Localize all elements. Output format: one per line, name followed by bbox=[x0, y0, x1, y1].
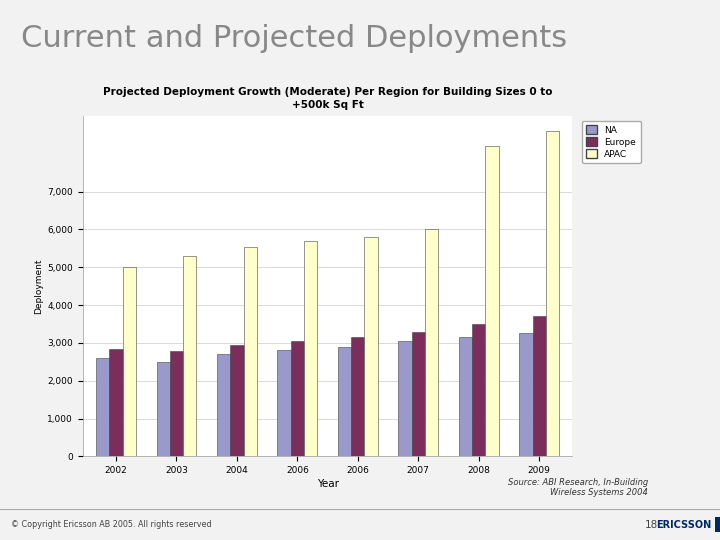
Bar bbox=[183, 256, 197, 456]
Text: Source: ABI Research, In-Building
Wireless Systems 2004: Source: ABI Research, In-Building Wirele… bbox=[508, 478, 648, 497]
Bar bbox=[338, 347, 351, 456]
Bar bbox=[243, 246, 257, 456]
Bar bbox=[472, 324, 485, 456]
Bar bbox=[459, 337, 472, 456]
Bar bbox=[304, 241, 318, 456]
Bar bbox=[217, 354, 230, 456]
Y-axis label: Deployment: Deployment bbox=[34, 259, 43, 314]
Bar bbox=[546, 131, 559, 456]
Bar bbox=[230, 345, 243, 456]
Bar bbox=[398, 341, 412, 456]
Bar bbox=[519, 333, 533, 456]
Bar bbox=[412, 332, 425, 456]
Bar bbox=[291, 341, 304, 456]
X-axis label: Year: Year bbox=[317, 479, 338, 489]
Text: ERICSSON: ERICSSON bbox=[656, 520, 711, 530]
Bar bbox=[122, 267, 136, 456]
Title: Projected Deployment Growth (Moderate) Per Region for Building Sizes 0 to
+500k : Projected Deployment Growth (Moderate) P… bbox=[103, 86, 552, 110]
Bar bbox=[156, 362, 170, 456]
Bar bbox=[715, 516, 720, 532]
Bar bbox=[425, 230, 438, 456]
Bar bbox=[109, 349, 122, 456]
Bar bbox=[170, 351, 183, 456]
Text: 18: 18 bbox=[645, 520, 658, 530]
Bar bbox=[351, 337, 364, 456]
Bar bbox=[277, 350, 291, 456]
Bar bbox=[533, 316, 546, 456]
Legend: NA, Europe, APAC: NA, Europe, APAC bbox=[582, 120, 641, 163]
Bar bbox=[364, 237, 378, 456]
Bar bbox=[96, 358, 109, 456]
Text: © Copyright Ericsson AB 2005. All rights reserved: © Copyright Ericsson AB 2005. All rights… bbox=[11, 521, 212, 529]
Text: Current and Projected Deployments: Current and Projected Deployments bbox=[22, 24, 567, 53]
Bar bbox=[485, 146, 499, 456]
